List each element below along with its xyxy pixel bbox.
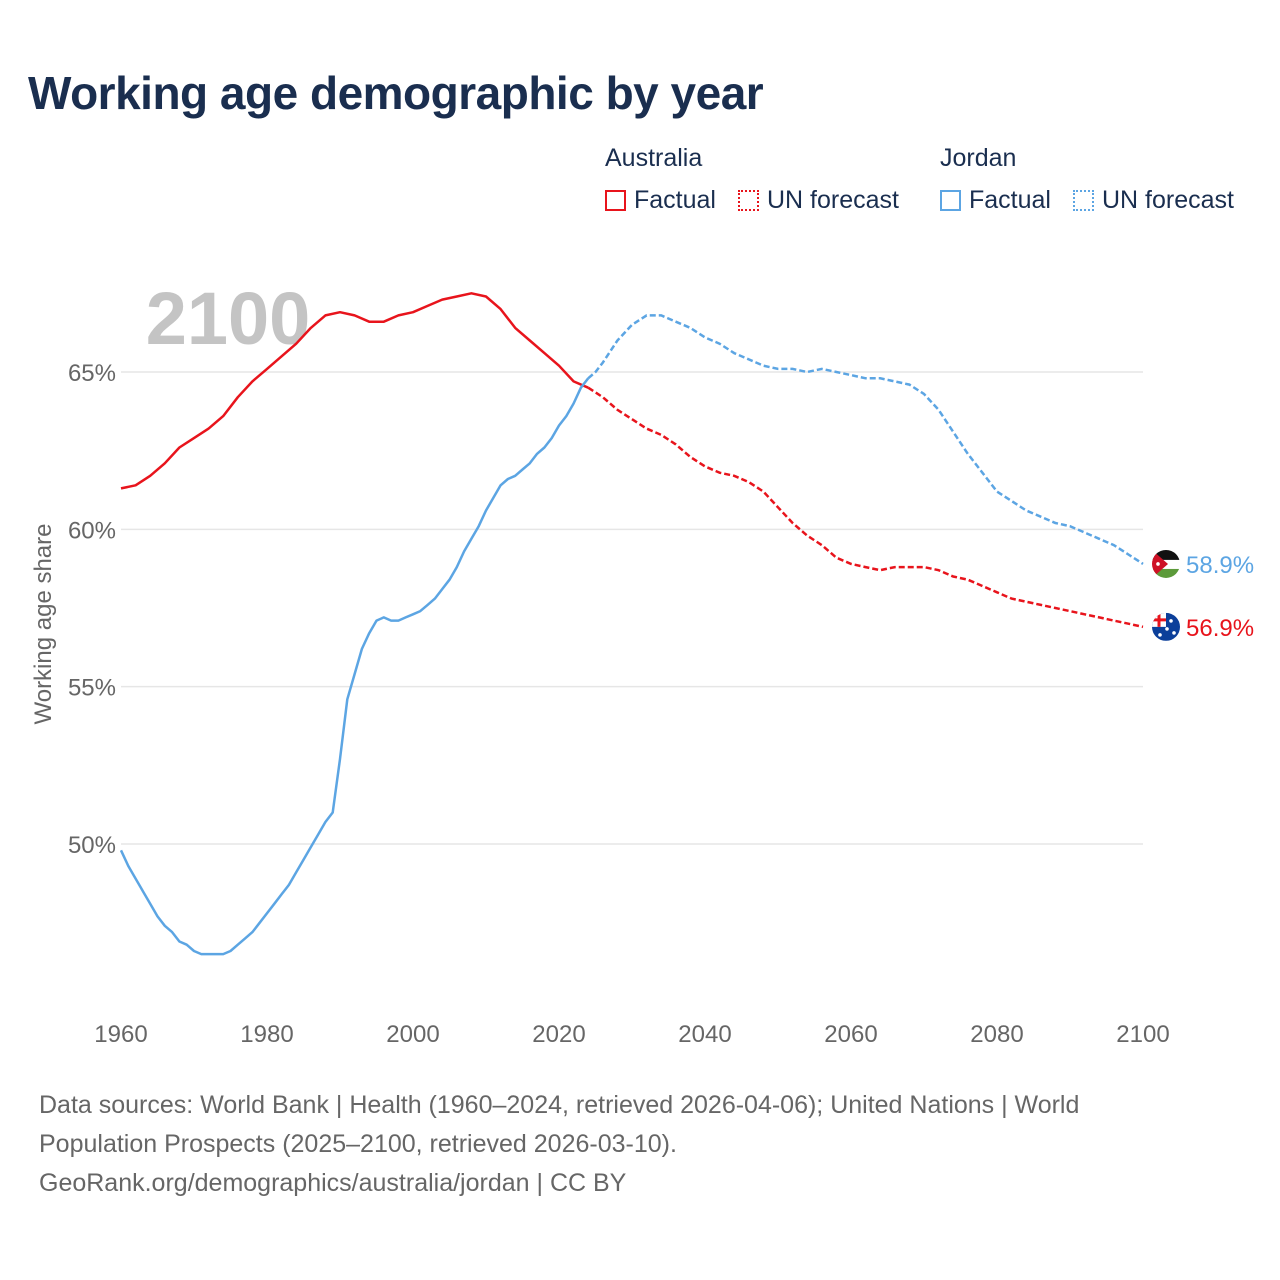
x-tick-label: 1980 [240, 1021, 293, 1048]
x-tick-label: 2100 [1116, 1021, 1169, 1048]
legend-label: UN forecast [767, 186, 899, 214]
y-tick-label: 50% [68, 832, 116, 859]
x-tick-label: 2000 [386, 1021, 439, 1048]
sources-line-2: Population Prospects (2025–2100, retriev… [39, 1130, 677, 1158]
tick-layer: 50% 55% 60% 65% 1960 1980 2000 2020 2040 2060 2080… [68, 360, 1170, 1048]
current-year-watermark: 2100 [146, 277, 311, 360]
grid-layer [121, 371, 1143, 845]
legend-group-australia: Australia [605, 144, 703, 172]
legend-swatch-dotted-icon [738, 190, 759, 211]
legend-item-jordan-forecast[interactable]: UN forecast [1073, 186, 1234, 215]
y-axis-label: Working age share [30, 524, 57, 725]
y-tick-label: 60% [68, 517, 116, 544]
legend-item-australia-forecast[interactable]: UN forecast [738, 186, 899, 215]
y-tick-label: 55% [68, 675, 116, 702]
data-sources: Data sources: World Bank | Health (1960–… [39, 1086, 1239, 1203]
australia-flag-icon [1152, 612, 1180, 641]
y-tick-label: 65% [68, 360, 116, 387]
x-tick-label: 2040 [678, 1021, 731, 1048]
series-line-jordan-factual[interactable] [119, 377, 590, 956]
jordan-flag-icon [1152, 549, 1180, 578]
series-layer [119, 292, 1144, 956]
legend-swatch-solid-icon [940, 190, 961, 211]
legend-label: UN forecast [1102, 186, 1234, 214]
x-tick-label: 2020 [532, 1021, 585, 1048]
jordan-end-value-label: 58.9% [1186, 552, 1254, 579]
chart-title: Working age demographic by year [28, 67, 764, 119]
x-tick-label: 1960 [94, 1021, 147, 1048]
legend-label: Factual [634, 186, 716, 214]
legend-swatch-solid-icon [605, 190, 626, 211]
australia-end-value-label: 56.9% [1186, 615, 1254, 642]
x-tick-label: 2060 [824, 1021, 877, 1048]
legend-group-jordan: Jordan [940, 144, 1017, 172]
legend-item-jordan-factual[interactable]: Factual [940, 186, 1051, 215]
legend-label: Factual [969, 186, 1051, 214]
legend-swatch-dotted-icon [1073, 190, 1094, 211]
x-tick-label: 2080 [970, 1021, 1023, 1048]
legend-item-australia-factual[interactable]: Factual [605, 186, 716, 215]
series-line-australia-factual[interactable] [120, 292, 589, 490]
series-line-jordan-forecast[interactable] [587, 314, 1144, 565]
series-line-australia-forecast[interactable] [587, 386, 1144, 629]
sources-line-1: Data sources: World Bank | Health (1960–… [39, 1091, 1080, 1119]
marker-layer: 56.9% 58.9% [1152, 549, 1254, 642]
sources-link[interactable]: GeoRank.org/demographics/australia/jorda… [39, 1169, 627, 1197]
